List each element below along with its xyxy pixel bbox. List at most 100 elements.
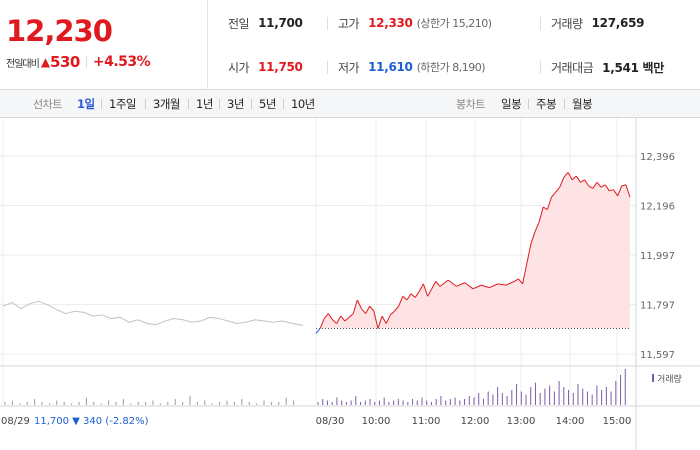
candle-tab-monthly[interactable]: 월봉 <box>572 97 593 111</box>
stat-divider <box>327 17 328 30</box>
volume-chart: 거래량 <box>4 369 682 405</box>
price-segment <box>402 295 408 301</box>
stat-value: 11,750 <box>258 60 303 74</box>
volume-legend-swatch <box>652 374 654 382</box>
x-tick-label: 14:00 <box>556 416 585 427</box>
stat-divider <box>327 61 328 74</box>
toolbar-divider <box>564 99 565 109</box>
price-segment <box>332 319 337 324</box>
candle-chart-label: 봉차트 <box>456 98 485 111</box>
price-segment <box>377 315 383 329</box>
price-segment <box>526 244 532 265</box>
stat-high: 고가 12,330 (상한가 15,210) <box>338 13 492 33</box>
price-segment <box>567 172 573 181</box>
toolbar-divider <box>145 99 146 109</box>
price-segment <box>518 278 523 285</box>
price-segment <box>621 184 627 187</box>
x-tick-label: 08/29 <box>1 416 30 427</box>
price-segment <box>588 185 594 189</box>
stat-divider <box>540 17 541 30</box>
x-tick-label: 08/30 <box>316 416 345 427</box>
stat-label: 거래량 <box>551 16 583 31</box>
price-segment <box>327 313 333 321</box>
price-segment <box>365 305 371 314</box>
stat-label: 전일 <box>228 16 250 31</box>
toolbar-divider <box>188 99 189 109</box>
price-segment <box>385 314 391 324</box>
chart-grid <box>0 118 700 450</box>
price-segment <box>600 184 606 188</box>
today-series <box>315 172 631 334</box>
price-change-row: 전일대비 ▲ 530 +4.53% <box>6 53 151 71</box>
price-segment <box>352 299 358 314</box>
period-tab-5y[interactable]: 5년 <box>259 97 276 111</box>
price-segment <box>406 293 412 301</box>
candle-tab-daily[interactable]: 일봉 <box>501 97 522 111</box>
price-segment <box>431 281 437 290</box>
stat-value: 12,330 <box>368 16 413 30</box>
price-segment <box>356 299 362 309</box>
chart-toolbar: 선차트 1일 1주일 3개월 1년 3년 5년 10년 봉차트 일봉 주봉 월봉 <box>0 90 700 118</box>
toolbar-divider <box>528 99 529 109</box>
price-segment <box>555 186 561 193</box>
price-segment <box>340 315 346 322</box>
x-axis: 08/29 08/30 10:00 11:00 12:00 13:00 14:00 15:00… <box>1 416 631 427</box>
price-segment <box>604 184 610 192</box>
price-segment <box>414 291 420 298</box>
period-tab-10y[interactable]: 10년 <box>291 97 315 111</box>
price-segment <box>472 284 482 290</box>
stat-prev-close: 전일 11,700 <box>228 13 303 33</box>
period-tab-1w[interactable]: 1주일 <box>109 97 136 111</box>
stat-volume: 거래량 127,659 <box>551 13 644 33</box>
price-segment <box>394 305 400 312</box>
price-segment <box>418 283 424 292</box>
price-segment <box>336 315 342 324</box>
x-tick-label: 13:00 <box>507 416 536 427</box>
price-segment <box>323 313 329 319</box>
price-segment <box>542 206 548 210</box>
price-segment <box>497 283 507 286</box>
change-value: 530 <box>50 53 80 71</box>
upper-limit: (상한가 15,210) <box>416 17 492 30</box>
lower-limit: (하한가 8,190) <box>416 61 486 74</box>
price-segment <box>530 231 536 245</box>
y-tick-label: 11,597 <box>640 350 675 361</box>
price-area-fill <box>316 172 630 329</box>
price-segment <box>584 179 590 187</box>
current-price: 12,230 <box>6 14 113 48</box>
prev-day-info: 11,700 ▼ 340 (-2.82%) <box>34 416 149 427</box>
period-tab-1y[interactable]: 1년 <box>196 97 213 111</box>
y-tick-label: 11,797 <box>640 301 675 312</box>
y-tick-label: 12,196 <box>640 202 675 213</box>
change-label: 전일대비 <box>6 58 40 70</box>
price-segment <box>344 316 350 322</box>
candle-tab-weekly[interactable]: 주봉 <box>536 97 557 111</box>
prev-day-series <box>2 300 304 326</box>
up-arrow-icon: ▲ <box>40 55 51 69</box>
price-segment <box>596 181 602 188</box>
price-segment <box>617 185 623 197</box>
price-segment <box>534 221 540 233</box>
price-segment <box>580 179 585 183</box>
price-segment <box>456 282 465 287</box>
stat-label: 고가 <box>338 16 360 31</box>
price-segment <box>373 311 379 329</box>
stat-amount: 거래대금 1,541 백만 <box>551 57 664 77</box>
price-segment <box>410 293 416 298</box>
period-tab-3y[interactable]: 3년 <box>227 97 244 111</box>
stat-value: 11,610 <box>368 60 413 74</box>
stat-low: 저가 11,610 (하한가 8,190) <box>338 57 486 77</box>
price-segment <box>505 280 515 286</box>
price-segment <box>390 310 395 316</box>
price-segment <box>538 206 544 223</box>
period-tab-1d[interactable]: 1일 <box>77 97 95 111</box>
period-tab-3m[interactable]: 3개월 <box>153 97 180 111</box>
price-segment <box>625 184 631 198</box>
quote-summary: 12,230 전일대비 ▲ 530 +4.53% <box>0 0 208 90</box>
price-segment <box>319 318 325 329</box>
quote-header: 12,230 전일대비 ▲ 530 +4.53% 전일 11,700 시가 11… <box>0 0 700 90</box>
price-segment <box>422 283 429 297</box>
price-segment <box>381 315 387 324</box>
price-segment <box>435 281 441 287</box>
